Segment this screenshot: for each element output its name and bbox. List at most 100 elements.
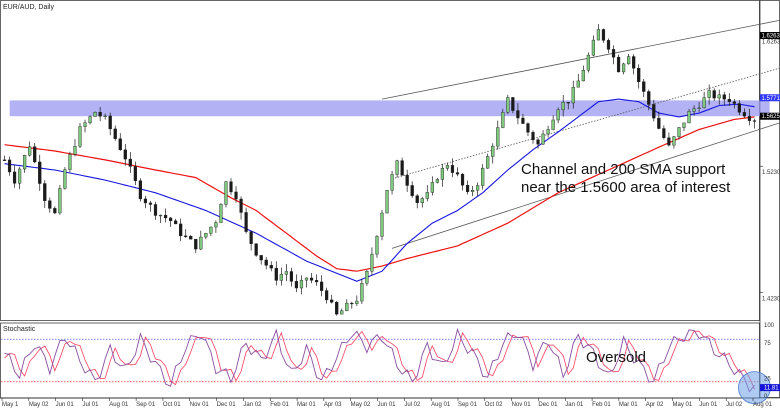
price-tag-label: 1.5625 (762, 114, 780, 120)
candle (672, 135, 676, 149)
candle-body (375, 236, 379, 255)
candle-body (194, 238, 198, 250)
candle-body (410, 185, 414, 196)
candle-body (309, 277, 314, 281)
candle-body (682, 122, 686, 128)
candle-body (284, 271, 288, 275)
candle-body (471, 190, 475, 192)
candle (214, 220, 218, 234)
candle (168, 217, 173, 227)
candle-body (304, 277, 309, 281)
candle-body (204, 233, 208, 238)
candle-body (737, 103, 741, 113)
date-tick-label: Aug 01 (109, 402, 129, 408)
candle (68, 151, 72, 173)
candle (692, 105, 696, 116)
candle-body (174, 220, 178, 225)
candle-body (2, 159, 7, 161)
candle-body (12, 171, 17, 184)
candle (702, 91, 706, 109)
candle (752, 118, 757, 129)
candle (128, 152, 132, 173)
candle-body (340, 310, 344, 315)
date-tick-label: Feb 01 (270, 402, 289, 408)
candle-body (133, 166, 137, 181)
candle-body (536, 139, 540, 145)
candle-body (360, 283, 364, 302)
candle (501, 108, 505, 129)
candle-body (496, 127, 500, 147)
candle (189, 234, 193, 240)
candle (511, 97, 515, 114)
channel-lines-layer (381, 19, 780, 249)
candle (526, 122, 530, 136)
candle-body (209, 226, 213, 234)
candle (476, 182, 480, 197)
candle (677, 127, 681, 140)
candle (516, 103, 520, 125)
candle (581, 65, 585, 82)
candle (531, 130, 535, 144)
candle-body (33, 146, 37, 163)
candle (294, 274, 299, 293)
date-tick-label: Jan 01 (565, 402, 584, 408)
candle-body (184, 235, 188, 237)
candle-body (355, 300, 359, 304)
candle (561, 94, 565, 117)
candle-body (667, 137, 671, 146)
candle (727, 93, 731, 106)
candle-body (168, 217, 173, 222)
candle (380, 209, 384, 241)
candle (566, 102, 570, 110)
candle (732, 99, 736, 109)
candle-body (380, 212, 384, 237)
candle (133, 161, 137, 185)
price-tag-label: 1.6263 (762, 34, 780, 40)
candle-body (370, 253, 374, 272)
candle-body (264, 259, 268, 266)
date-tick-label: Aug 01 (431, 402, 451, 408)
candle (304, 277, 309, 288)
candle (496, 120, 500, 150)
candle (18, 166, 22, 190)
candle-body (103, 115, 107, 117)
stochastic-layer (1, 327, 771, 405)
candle-body (712, 90, 716, 99)
date-tick-label: Apr 03 (324, 402, 342, 408)
candle-body (460, 173, 465, 186)
candle (632, 54, 636, 75)
candle (2, 155, 7, 161)
candle-body (405, 175, 409, 186)
candle (274, 261, 278, 286)
candle-body (476, 185, 480, 191)
candle-body (330, 299, 334, 303)
date-tick-label: May 01 (673, 402, 693, 408)
axes-layer: 1.6263 1.5230 1.4230 1.6263 1.5771 1.5625 100 7… (1, 32, 780, 408)
candle (687, 108, 691, 124)
candle-body (83, 122, 87, 127)
candle (23, 154, 27, 173)
support-zone-layer (9, 100, 770, 117)
candle (244, 207, 248, 234)
price-axis-frame (759, 0, 780, 398)
candle-body (596, 29, 601, 41)
date-tick-label: Apr 02 (646, 402, 664, 408)
candle (481, 164, 485, 190)
candle-body (697, 107, 701, 109)
candle-body (279, 274, 283, 281)
candle-body (189, 236, 193, 240)
candle (138, 178, 142, 202)
candle-body (415, 195, 419, 203)
candle-body (526, 123, 530, 133)
candle-body (214, 222, 218, 228)
date-tick-label: Mar 01 (297, 402, 316, 408)
candle-body (586, 54, 590, 71)
candle-body (239, 198, 243, 213)
candle-body (556, 109, 560, 121)
candle-body (335, 302, 339, 315)
candle (586, 52, 590, 73)
candle (616, 54, 621, 73)
candle (53, 206, 57, 215)
candle (229, 178, 233, 196)
candle (627, 54, 631, 65)
